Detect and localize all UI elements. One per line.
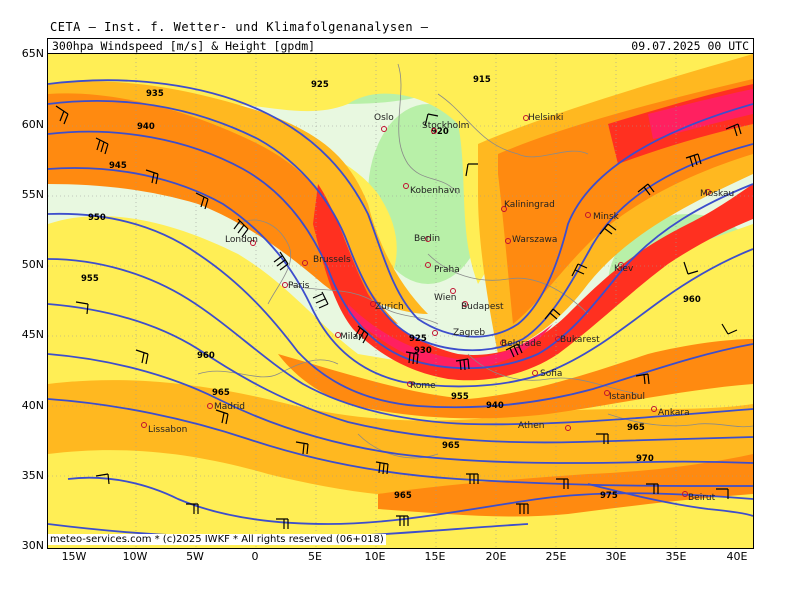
contour-label: 940 [137, 122, 155, 132]
lat-label-30n: 30N [21, 539, 44, 552]
valid-time: 09.07.2025 00 UTC [631, 39, 749, 53]
city-label: Istanbul [609, 392, 645, 402]
city-label: Lissabon [148, 425, 187, 435]
city-label: Zurich [375, 302, 404, 312]
contour-label: 975 [600, 491, 618, 501]
city-label: Moskau [700, 189, 734, 199]
city-labels: Oslo Stockholm Helsinki Kobenhavn Kalini… [148, 113, 734, 503]
contour-label: 930 [414, 346, 432, 356]
city-label: Stockholm [422, 121, 469, 131]
wind-barbs [55, 105, 742, 529]
weather-map[interactable]: 915 920 925 935 940 945 950 955 960 965 … [47, 53, 754, 549]
contour-label: 940 [486, 401, 504, 411]
city-label: Ankara [658, 408, 690, 418]
lon-label-20e: 20E [485, 550, 507, 563]
contour-labels: 915 920 925 935 940 945 950 955 960 965 … [81, 75, 701, 501]
city-label: Praha [434, 265, 460, 275]
city-label: Kiev [614, 264, 634, 274]
city-label: Helsinki [528, 113, 563, 123]
city-label: Belgrade [501, 339, 542, 349]
city-label: Warszawa [512, 235, 557, 245]
lon-label-10w: 10W [122, 550, 148, 563]
city-label: Sofia [540, 369, 562, 379]
city-label: London [225, 235, 258, 245]
city-label: Paris [288, 281, 310, 291]
city-label: Wien [434, 293, 456, 303]
height-contours [48, 79, 753, 540]
copyright-notice: meteo-services.com * (c)2025 IWKF * All … [48, 534, 386, 545]
city-label: Bukarest [560, 335, 600, 345]
lat-label-40n: 40N [21, 399, 44, 412]
contour-label: 925 [409, 334, 427, 344]
city-label: Athen [518, 421, 544, 431]
contour-label: 960 [197, 351, 215, 361]
lon-label-5w: 5W [186, 550, 204, 563]
lat-label-65n: 65N [21, 47, 44, 60]
lat-label-45n: 45N [21, 328, 44, 341]
contour-label: 965 [627, 423, 645, 433]
contour-label: 955 [451, 392, 469, 402]
jet-core-areas [348, 89, 753, 369]
contour-label: 955 [81, 274, 99, 284]
lat-label-50n: 50N [21, 258, 44, 271]
lon-label-5e: 5E [308, 550, 322, 563]
lon-label-35e: 35E [665, 550, 687, 563]
city-label: Brussels [313, 255, 351, 265]
contour-label: 970 [636, 454, 654, 464]
contour-label: 965 [212, 388, 230, 398]
lon-label-0: 0 [251, 550, 259, 563]
lat-label-35n: 35N [21, 469, 44, 482]
city-label: Rome [410, 381, 436, 391]
contour-label: 945 [109, 161, 127, 171]
contour-label: 950 [88, 213, 106, 223]
city-label: Budapest [461, 302, 504, 312]
city-label: Kaliningrad [504, 200, 555, 210]
lon-label-25e: 25E [545, 550, 567, 563]
contour-label: 935 [146, 89, 164, 99]
contour-label: 915 [473, 75, 491, 85]
city-label: Berlin [414, 234, 440, 244]
lat-label-55n: 55N [21, 188, 44, 201]
lon-label-15w: 15W [61, 550, 87, 563]
city-markers [141, 115, 711, 497]
contour-label: 965 [442, 441, 460, 451]
product-header: 300hpa Windspeed [m/s] & Height [gpdm] 0… [47, 38, 754, 54]
city-label: Madrid [214, 402, 245, 412]
lon-label-40e: 40E [726, 550, 748, 563]
graticule [48, 54, 753, 548]
lon-label-15e: 15E [424, 550, 446, 563]
city-label: Beirut [688, 493, 716, 503]
city-label: Minsk [593, 212, 620, 222]
lat-label-60n: 60N [21, 118, 44, 131]
contour-label: 960 [683, 295, 701, 305]
map-canvas: 915 920 925 935 940 945 950 955 960 965 … [48, 54, 753, 548]
city-label: Kobenhavn [410, 186, 460, 196]
contour-label: 965 [394, 491, 412, 501]
product-label: 300hpa Windspeed [m/s] & Height [gpdm] [52, 39, 316, 53]
city-label: Oslo [374, 113, 394, 123]
app-title: CETA — Inst. f. Wetter- und Klimafolgena… [50, 20, 429, 34]
city-label: Milan [340, 332, 364, 342]
lon-label-10e: 10E [364, 550, 386, 563]
contour-label: 920 [431, 127, 449, 137]
lon-label-30e: 30E [605, 550, 627, 563]
city-label: Zagreb [453, 328, 485, 338]
contour-label: 925 [311, 80, 329, 90]
